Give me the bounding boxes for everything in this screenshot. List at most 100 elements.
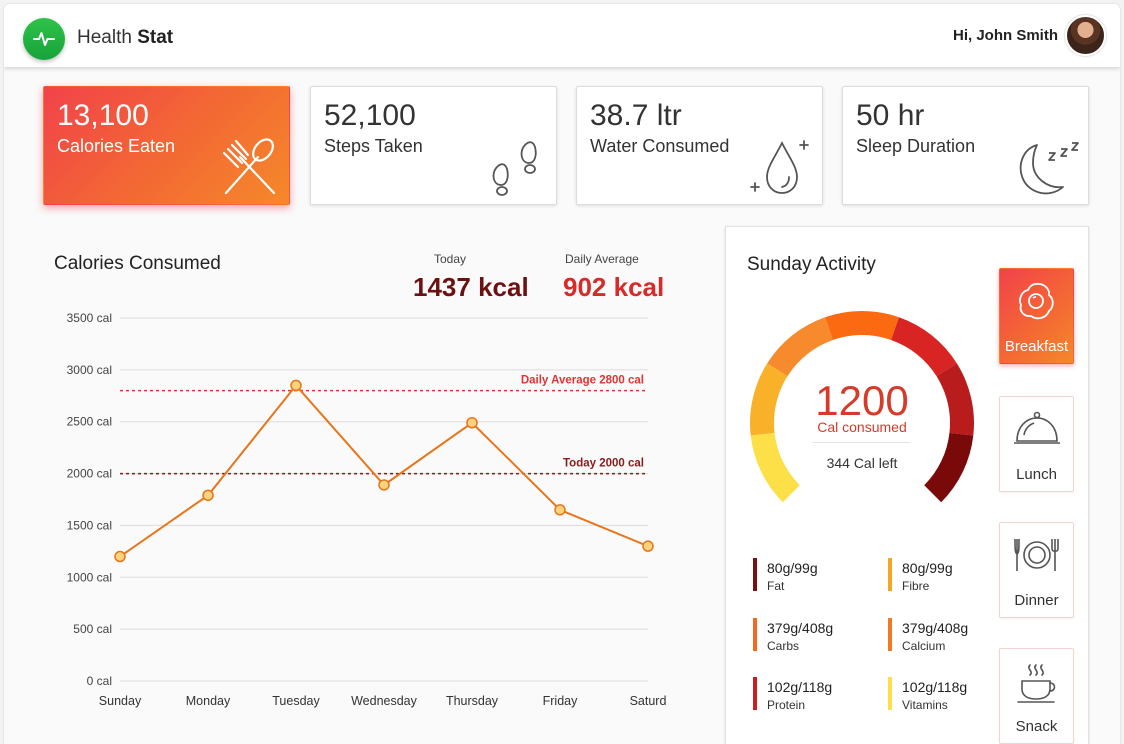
y-tick-label: 2500 cal (67, 415, 112, 429)
nutrient-amount: 379g/408g (767, 620, 834, 636)
stat-label: Steps Taken (324, 136, 423, 156)
coffee-cup-icon (1016, 664, 1055, 703)
series-line (119, 383, 649, 558)
data-point (466, 417, 478, 429)
calories-line-chart: 0 cal 500 cal 1000 cal 1500 cal 2000 cal 2500… (67, 311, 667, 708)
nutrient-amount: 102g/118g (767, 679, 833, 695)
nutrient-name: Carbs (767, 639, 800, 653)
stat-card-steps[interactable]: 52,100 Steps Taken (310, 86, 557, 205)
x-tick-label: Friday (543, 694, 578, 708)
nutrient-bar (888, 618, 892, 651)
stat-card-water[interactable]: 38.7 ltr Water Consumed (576, 86, 823, 205)
daily-average-value: 902 kcal (563, 272, 665, 302)
nutrient-bar (753, 677, 757, 710)
nutrient-fibre: 80g/99g Fibre (888, 558, 1008, 594)
y-tick-label: 500 cal (73, 622, 112, 636)
x-tick-label: Monday (186, 694, 231, 708)
gauge-segment (891, 317, 957, 377)
stat-card-calories[interactable]: 13,100 Calories Eaten (43, 86, 290, 205)
gauge-segment (825, 311, 899, 340)
avatar[interactable] (1065, 15, 1106, 56)
fork-spoon-icon (222, 138, 276, 195)
gauge-segment (767, 317, 833, 377)
x-tick-label: Sunday (99, 694, 142, 708)
data-point (554, 504, 566, 516)
app-window: Health Stat Hi, John Smith 13,100 Calori… (4, 4, 1120, 744)
pulse-icon[interactable] (23, 18, 65, 60)
today-value: 1437 kcal (413, 272, 529, 302)
gauge-segment (924, 432, 974, 503)
reference-line-label: Today 2000 cal (563, 458, 644, 470)
gauge-segment (750, 363, 788, 436)
y-tick-label: 2000 cal (67, 467, 112, 481)
meal-label: Dinner (1014, 592, 1059, 609)
calorie-gauge (750, 311, 974, 503)
nutrient-name: Calcium (902, 639, 946, 653)
stat-value: 38.7 ltr (590, 99, 682, 132)
nutrient-fat: 80g/99g Fat (753, 558, 873, 594)
stat-value: 13,100 (57, 99, 149, 132)
footprints-icon (492, 141, 537, 196)
data-point (114, 550, 126, 563)
meal-label: Breakfast (1004, 338, 1069, 355)
meal-dinner-button[interactable]: Dinner (999, 522, 1074, 618)
fried-egg-icon (1018, 283, 1054, 320)
x-tick-label: Wednesday (351, 694, 418, 708)
meal-breakfast-button[interactable]: Breakfast (999, 268, 1074, 364)
y-tick-label: 0 cal (87, 674, 112, 688)
brand-regular: Health (77, 27, 132, 48)
nutrient-amount: 379g/408g (902, 620, 969, 636)
y-tick-label: 3500 cal (67, 311, 112, 325)
calories-consumed-label: Cal consumed (817, 419, 907, 435)
nutrient-bar (888, 677, 892, 710)
y-tick-label: 1000 cal (67, 570, 112, 584)
stat-card-sleep[interactable]: 50 hr Sleep Duration (842, 86, 1089, 205)
data-point (642, 540, 654, 552)
nutrient-bar (753, 618, 757, 651)
activity-title: Sunday Activity (747, 254, 876, 275)
top-header: Health Stat Hi, John Smith (4, 4, 1120, 67)
x-tick-label: Thursday (446, 694, 499, 708)
app-brand: Health Stat (77, 27, 173, 49)
nutrient-name: Vitamins (902, 698, 948, 712)
data-point (290, 379, 302, 392)
meal-label: Snack (1015, 718, 1058, 735)
nutrient-name: Fibre (902, 579, 930, 593)
cloche-icon (1013, 411, 1060, 444)
nutrient-protein: 102g/118g Protein (753, 677, 873, 713)
brand-bold: Stat (137, 27, 174, 48)
nutrient-amount: 102g/118g (902, 679, 968, 695)
data-point (202, 489, 214, 502)
nutrient-name: Protein (767, 698, 806, 712)
daily-average-label: Daily Average (565, 252, 639, 266)
chart-title: Calories Consumed (54, 253, 221, 274)
gauge-segment (750, 432, 800, 503)
sunday-activity-panel: Sunday Activity 1200 Cal consumed 344 Ca… (725, 226, 1089, 744)
calories-chart-panel: Calories Consumed Today 1437 kcal Daily … (34, 232, 684, 744)
today-label: Today (434, 252, 467, 266)
x-tick-label: Tuesday (272, 694, 320, 708)
y-tick-label: 1500 cal (67, 518, 112, 532)
calories-consumed-value: 1200 (815, 377, 909, 424)
water-drop-icon (750, 140, 809, 194)
meal-label: Lunch (1016, 466, 1057, 483)
stat-label: Water Consumed (590, 136, 730, 156)
x-tick-label: Saturd (630, 694, 667, 708)
plate-cutlery-icon (1013, 538, 1059, 571)
nutrient-bar (753, 558, 757, 591)
meal-snack-button[interactable]: Snack (999, 648, 1074, 744)
nutrient-name: Fat (767, 579, 785, 593)
stat-value: 50 hr (856, 99, 925, 132)
nutrient-vitamins: 102g/118g Vitamins (888, 677, 1008, 713)
y-tick-label: 3000 cal (67, 363, 112, 377)
data-point (378, 479, 390, 491)
nutrient-amount: 80g/99g (767, 560, 818, 576)
user-greeting: Hi, John Smith (953, 27, 1058, 44)
reference-line-label: Daily Average 2800 cal (521, 375, 644, 387)
nutrient-calcium: 379g/408g Calcium (888, 618, 1008, 654)
nutrient-carbs: 379g/408g Carbs (753, 618, 873, 654)
meal-lunch-button[interactable]: Lunch (999, 396, 1074, 492)
moon-sleep-icon (1019, 142, 1079, 195)
stat-label: Sleep Duration (856, 136, 976, 156)
nutrient-amount: 80g/99g (902, 560, 953, 576)
